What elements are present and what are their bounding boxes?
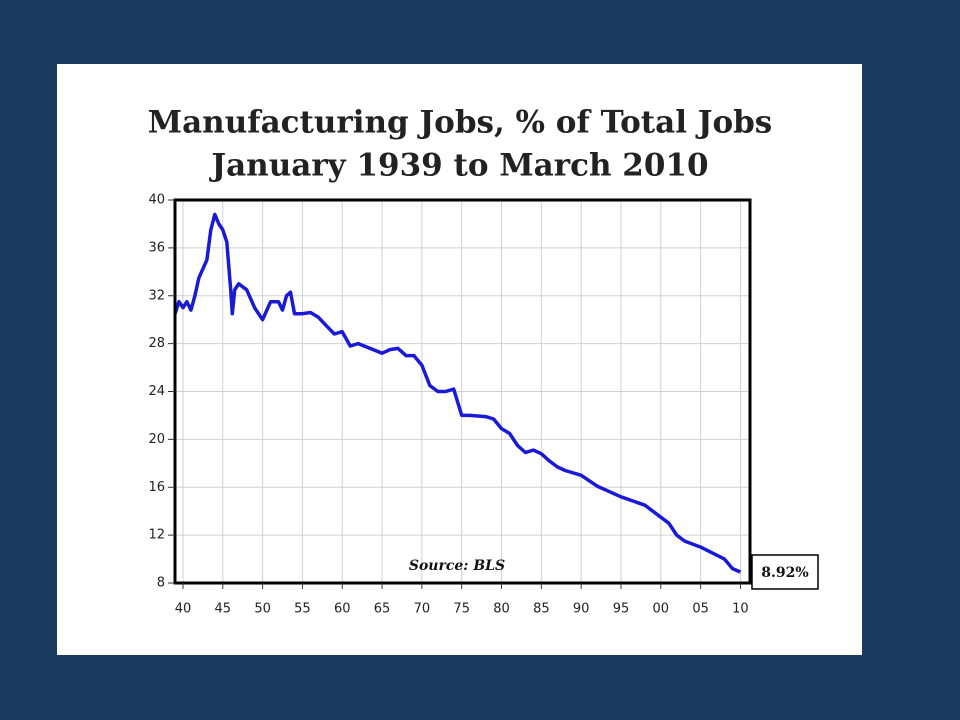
plot — [173, 212, 742, 574]
x-tick-label: 50 — [254, 602, 271, 617]
x-tick-label: 05 — [692, 602, 709, 617]
x-tick-label: 75 — [453, 602, 470, 617]
x-tick-label: 90 — [573, 602, 590, 617]
ticks: 8 12 16 20 24 28 32 36 40 40 45 50 55 60 65 70 75 80 85 90 9… — [148, 193, 819, 617]
x-tick-label: 55 — [294, 602, 311, 617]
y-tick-label: 12 — [148, 528, 165, 543]
x-tick-label: 60 — [334, 602, 351, 617]
y-tick-label: 36 — [148, 240, 165, 255]
source-note: Source: BLS — [409, 558, 505, 574]
panel — [57, 64, 862, 655]
x-tick-label: 00 — [653, 602, 670, 617]
x-tick-label: 85 — [533, 602, 550, 617]
x-tick-label: 10 — [732, 602, 749, 617]
x-tick-label: 65 — [374, 602, 391, 617]
y-tick-label: 32 — [148, 288, 165, 303]
y-tick-label: 24 — [148, 384, 165, 399]
chart-subtitle: January 1939 to March 2010 — [208, 148, 708, 184]
x-tick-label: 80 — [493, 602, 510, 617]
y-tick-label: 40 — [148, 193, 165, 208]
x-tick-label: 70 — [414, 602, 431, 617]
y-tick-label: 16 — [148, 480, 165, 495]
y-tick-label: 28 — [148, 336, 165, 351]
y-tick-label: 20 — [148, 432, 165, 447]
x-tick-label: 45 — [215, 602, 232, 617]
line-series — [173, 212, 742, 574]
end-label-box — [751, 554, 819, 590]
chart-title: Manufacturing Jobs, % of Total Jobs — [148, 105, 773, 141]
y-tick-label: 8 — [157, 576, 165, 591]
x-tick-label: 40 — [175, 602, 192, 617]
x-tick-label: 95 — [613, 602, 630, 617]
end-label: 8.92% — [761, 565, 808, 581]
